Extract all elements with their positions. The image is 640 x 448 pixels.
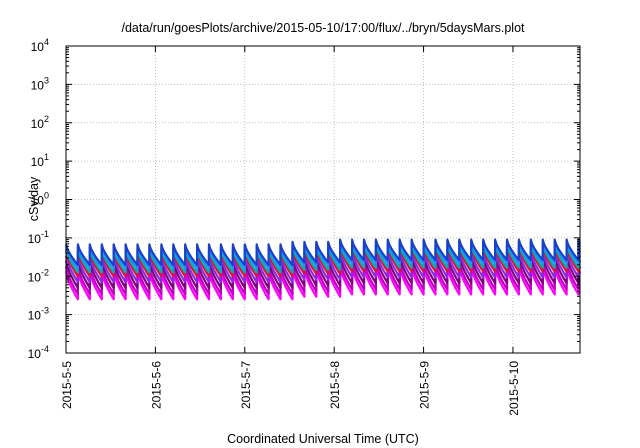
- series-line-8: [64, 238, 582, 266]
- x-axis-label: Coordinated Universal Time (UTC): [227, 432, 419, 446]
- x-tick-label: 2015-5-10: [507, 361, 521, 416]
- y-tick-exponent: 0: [44, 191, 49, 201]
- series-group: [64, 238, 582, 301]
- x-tick-label: 2015-5-8: [328, 361, 342, 409]
- y-tick-label: 10-1: [28, 229, 49, 246]
- y-tick-base: 10: [31, 40, 45, 54]
- x-tick-label: 2015-5-9: [418, 361, 432, 409]
- y-tick-exponent: -3: [41, 306, 49, 316]
- y-tick-base: 10: [31, 78, 45, 92]
- y-tick-label: 104: [31, 37, 49, 54]
- x-tick-label: 2015-5-5: [60, 361, 74, 409]
- chart-title: /data/run/goesPlots/archive/2015-05-10/1…: [121, 21, 525, 35]
- y-tick-exponent: -1: [41, 229, 49, 239]
- y-tick-exponent: 2: [44, 114, 49, 124]
- tick-marks: [65, 45, 580, 354]
- y-tick-exponent: 4: [44, 37, 49, 47]
- x-tick-label: 2015-5-6: [149, 361, 163, 409]
- y-tick-label: 10-2: [28, 267, 49, 284]
- x-tick-label: 2015-5-7: [239, 361, 253, 409]
- y-tick-exponent: 1: [44, 152, 49, 162]
- y-tick-exponent: 3: [44, 75, 49, 85]
- y-tick-base: 10: [28, 347, 42, 361]
- y-tick-label: 103: [31, 75, 49, 92]
- x-tick-labels: 2015-5-5 2015-5-6 2015-5-7 2015-5-8 2015-5-9…: [60, 361, 521, 416]
- y-tick-base: 10: [28, 232, 42, 246]
- y-tick-label: 101: [31, 152, 49, 169]
- y-tick-exponent: -4: [41, 344, 49, 354]
- y-tick-label: 10-4: [28, 344, 49, 361]
- y-axis-label: cSv/day: [27, 176, 41, 221]
- y-tick-label: 100: [31, 191, 49, 208]
- y-tick-exponent: -2: [41, 267, 49, 277]
- y-tick-base: 10: [28, 270, 42, 284]
- plot-frame: [65, 45, 581, 354]
- y-tick-base: 10: [28, 309, 42, 323]
- y-tick-base: 10: [31, 194, 45, 208]
- y-tick-base: 10: [31, 155, 45, 169]
- y-tick-label: 102: [31, 114, 49, 131]
- grid-lines: [66, 46, 580, 353]
- y-tick-base: 10: [31, 117, 45, 131]
- y-tick-label: 10-3: [28, 306, 49, 323]
